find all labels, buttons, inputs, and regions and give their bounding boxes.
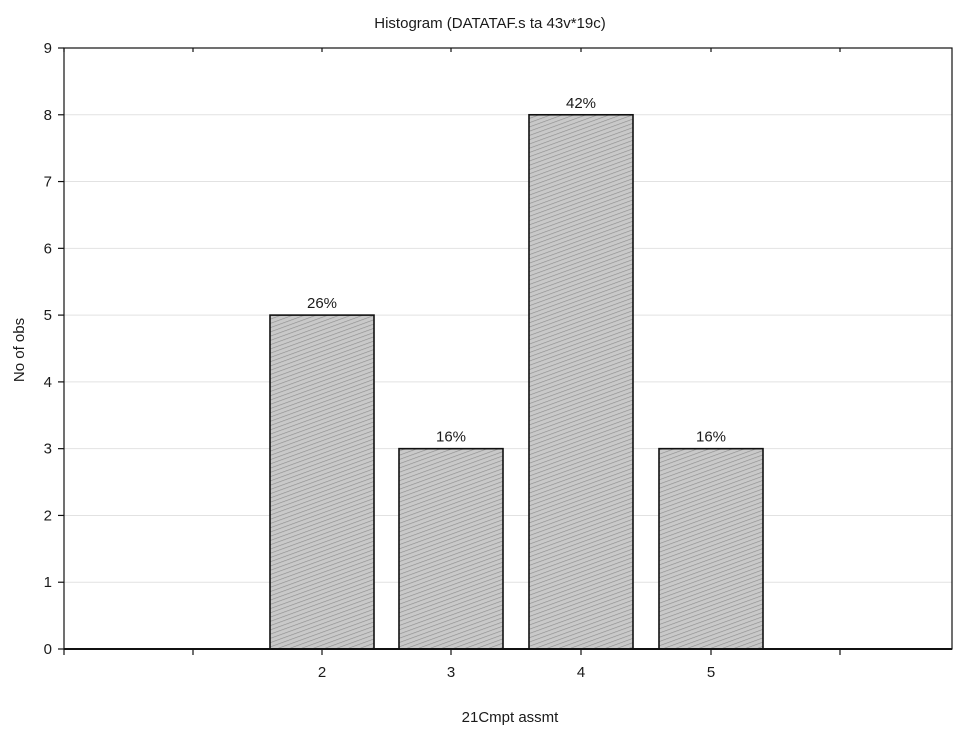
x-tick-label-5: 5 <box>707 664 715 681</box>
chart-title: Histogram (DATATAF.s ta 43v*19c) <box>374 15 605 32</box>
x-tick-label-3: 3 <box>447 664 455 681</box>
grid-lines <box>64 114 952 583</box>
y-tick-label: 8 <box>44 107 52 124</box>
y-tick-label: 7 <box>44 174 52 191</box>
x-axis-label: 21Cmpt assmt <box>462 709 560 726</box>
plot-frame <box>63 47 953 650</box>
y-tick-label: 2 <box>44 507 52 524</box>
y-tick-label: 4 <box>44 374 52 391</box>
bar-2 <box>269 314 375 650</box>
y-tick-label: 9 <box>44 40 52 57</box>
x-tick-label-4: 4 <box>577 664 585 681</box>
y-axis-label: No of obs <box>11 318 28 382</box>
data-label-3: 16% <box>436 429 466 446</box>
x-tick-label-2: 2 <box>318 664 326 681</box>
y-tick-label: 6 <box>44 240 52 257</box>
y-tick-label: 5 <box>44 307 52 324</box>
data-label-5: 16% <box>696 429 726 446</box>
bars <box>269 113 764 650</box>
y-tick-label: 1 <box>44 574 52 591</box>
bar-5 <box>658 447 764 650</box>
y-tick-label: 3 <box>44 441 52 458</box>
y-tick-labels: 0 1 2 3 4 5 6 7 8 9 <box>44 40 64 658</box>
data-label-4: 42% <box>566 95 596 112</box>
data-label-2: 26% <box>307 295 337 312</box>
data-labels: 26% 16% 42% 16% <box>307 95 726 446</box>
bar-3 <box>398 447 504 650</box>
bar-4 <box>528 113 634 650</box>
y-tick-label: 0 <box>44 641 52 658</box>
axes <box>63 47 953 650</box>
x-tick-labels: 2 3 4 5 <box>63 48 841 681</box>
